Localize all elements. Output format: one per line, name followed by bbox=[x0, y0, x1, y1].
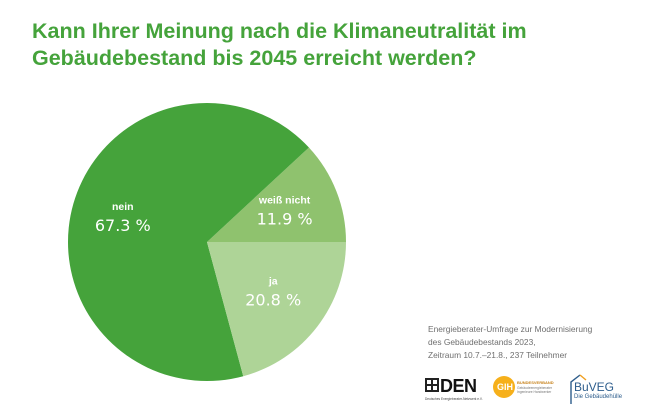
sun-icon bbox=[493, 376, 515, 398]
slice-label-ja: ja bbox=[268, 276, 278, 288]
partner-logos: DEN Deutsches Energieberater-Netzwerk e.… bbox=[425, 372, 640, 412]
pie-slice-ja bbox=[207, 242, 346, 377]
slice-label-nein: nein bbox=[112, 201, 134, 213]
pie-labels: weiß nicht 11.9 % nein 67.3 % ja 20.8 % bbox=[95, 195, 313, 310]
slice-value-nein: 67.3 % bbox=[95, 216, 151, 235]
pie-slice-nein bbox=[67, 103, 309, 382]
source-line-2: des Gebäudebestands 2023, bbox=[428, 337, 536, 347]
pie-slice-wei-nicht bbox=[207, 147, 346, 242]
den-logo: DEN Deutsches Energieberater-Netzwerk e.… bbox=[425, 376, 483, 401]
source-note: Energieberater-Umfrage zur Modernisierun… bbox=[428, 323, 643, 362]
chart-title-line-2: Gebäudebestand bis 2045 erreicht werden? bbox=[32, 46, 477, 70]
slice-value-wei-nicht: 11.9 % bbox=[257, 210, 313, 229]
chart-title-line-1: Kann Ihrer Meinung nach die Klimaneutral… bbox=[32, 19, 527, 43]
source-line-3: Zeitraum 10.7.–21.8., 237 Teilnehmer bbox=[428, 350, 568, 360]
source-line-1: Energieberater-Umfrage zur Modernisierun… bbox=[428, 324, 593, 334]
buveg-logo: BuVEG Die Gebäudehülle bbox=[568, 372, 640, 408]
roof-icon bbox=[570, 374, 587, 404]
chart-title: Kann Ihrer Meinung nach die Klimaneutral… bbox=[32, 18, 632, 72]
den-mark-icon bbox=[425, 378, 439, 392]
slice-value-ja: 20.8 % bbox=[245, 291, 301, 310]
slice-label-wei-nicht: weiß nicht bbox=[258, 195, 311, 207]
pie-slices bbox=[67, 103, 346, 382]
gih-logo: GIH BUNDESVERBAND Gebäudeenergieberater … bbox=[493, 374, 554, 408]
